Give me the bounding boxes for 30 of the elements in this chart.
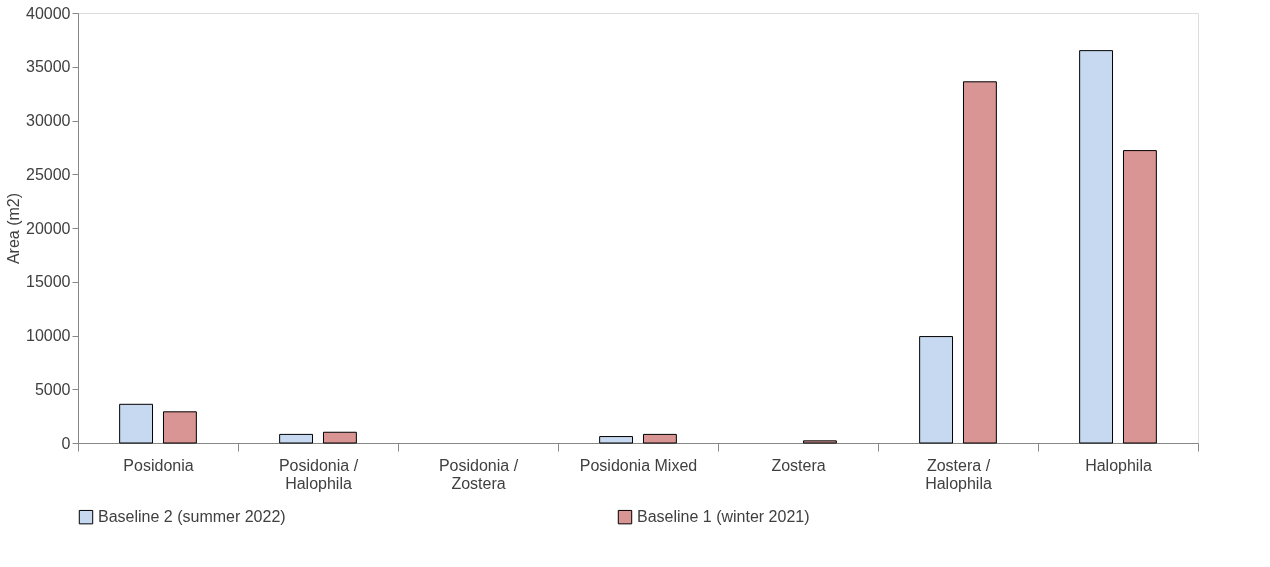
bar <box>322 431 357 444</box>
x-tick-label: Halophila <box>1085 456 1152 474</box>
y-tick-label: 35000 <box>26 58 71 76</box>
y-axis-title: Area (m2) <box>5 192 23 265</box>
legend-label: Baseline 1 (winter 2021) <box>637 508 810 526</box>
y-tick-label: 25000 <box>26 165 71 183</box>
x-tick-label: Posidonia / Zostera <box>438 456 519 492</box>
bar <box>642 433 677 444</box>
bar <box>962 81 997 444</box>
bar <box>1122 150 1157 444</box>
y-tick-label: 15000 <box>26 273 71 291</box>
x-tick-label: Posidonia <box>123 456 194 474</box>
bar <box>162 411 197 444</box>
y-tick-label: 0 <box>61 434 71 452</box>
x-tick-label: Zostera <box>771 456 826 474</box>
x-tick-label: Zostera / Halophila <box>925 456 992 492</box>
y-tick-label: 20000 <box>26 219 71 237</box>
bar <box>599 436 634 444</box>
x-tick-label: Posidonia / Halophila <box>278 456 359 492</box>
bar <box>119 403 154 444</box>
bar <box>919 336 954 444</box>
legend-label: Baseline 2 (summer 2022) <box>98 508 286 526</box>
x-tick-label: Posidonia Mixed <box>579 456 698 474</box>
y-tick-label: 30000 <box>26 112 71 129</box>
y-tick-label: 5000 <box>34 380 71 398</box>
bar <box>802 440 837 444</box>
y-tick-label: 10000 <box>26 327 71 344</box>
y-tick-label: 40000 <box>26 4 71 22</box>
bar <box>1079 50 1114 444</box>
bar <box>279 433 314 444</box>
